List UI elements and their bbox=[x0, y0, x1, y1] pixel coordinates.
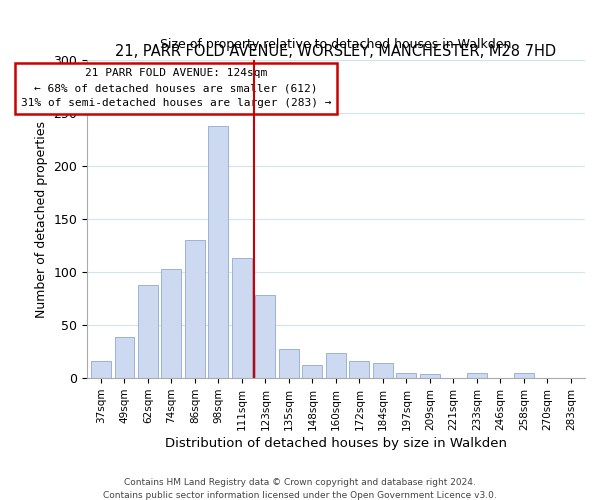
Bar bbox=[138, 285, 158, 378]
Bar bbox=[467, 373, 487, 378]
Y-axis label: Number of detached properties: Number of detached properties bbox=[35, 120, 48, 318]
Bar bbox=[420, 374, 440, 378]
Bar bbox=[185, 240, 205, 378]
Title: 21, PARR FOLD AVENUE, WORSLEY, MANCHESTER, M28 7HD: 21, PARR FOLD AVENUE, WORSLEY, MANCHESTE… bbox=[115, 44, 557, 59]
Bar bbox=[161, 269, 181, 378]
Text: 21 PARR FOLD AVENUE: 124sqm
← 68% of detached houses are smaller (612)
31% of se: 21 PARR FOLD AVENUE: 124sqm ← 68% of det… bbox=[21, 68, 331, 108]
Bar bbox=[232, 258, 252, 378]
Bar bbox=[208, 126, 229, 378]
Text: Size of property relative to detached houses in Walkden: Size of property relative to detached ho… bbox=[160, 38, 512, 51]
Bar bbox=[373, 364, 393, 378]
Bar bbox=[279, 348, 299, 378]
Text: Contains HM Land Registry data © Crown copyright and database right 2024.
Contai: Contains HM Land Registry data © Crown c… bbox=[103, 478, 497, 500]
Bar bbox=[115, 337, 134, 378]
Bar bbox=[302, 366, 322, 378]
Bar bbox=[514, 373, 534, 378]
Bar bbox=[326, 353, 346, 378]
Bar bbox=[349, 361, 370, 378]
Bar bbox=[91, 361, 111, 378]
X-axis label: Distribution of detached houses by size in Walkden: Distribution of detached houses by size … bbox=[165, 437, 507, 450]
Bar bbox=[256, 296, 275, 378]
Bar bbox=[397, 373, 416, 378]
